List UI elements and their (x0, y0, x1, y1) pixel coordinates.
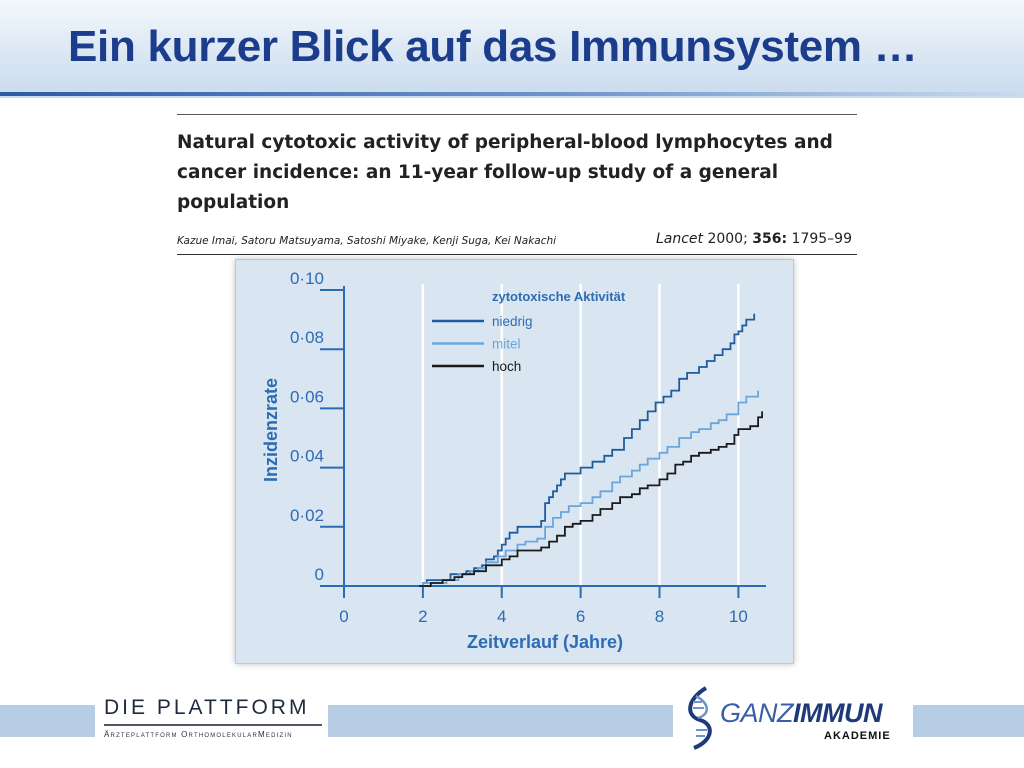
x-tick-label: 0 (339, 607, 348, 626)
x-axis-label: Zeitverlauf (Jahre) (467, 632, 623, 652)
y-axis-label: Inzidenzrate (261, 378, 281, 482)
y-tick-label: 0·10 (290, 269, 324, 288)
legend-label-niedrig: niedrig (492, 314, 533, 329)
paper-top-rule (177, 114, 857, 115)
citation-volume: 356: (752, 231, 787, 247)
footer-right-bar (913, 705, 1024, 737)
series-line-niedrig (419, 314, 754, 586)
x-tick-label: 2 (418, 607, 427, 626)
citation-year: 2000; (707, 231, 747, 247)
y-tick-label: 0·04 (290, 447, 324, 466)
legend-label-mitel: mitel (492, 337, 521, 352)
series-line-hoch (419, 411, 762, 586)
series-line-mitel (419, 391, 758, 586)
paper-bottom-rule (177, 254, 857, 255)
plattform-logo-subtitle: Ärzteplattform OrthomolekularMedizin (104, 730, 293, 739)
chart-frame: 0 0·02 0·04 0·06 0·08 0·10 0 2 4 6 8 10 niedrig mite… (235, 259, 794, 664)
title-underline (0, 92, 1024, 96)
x-tick-label: 8 (655, 607, 664, 626)
plattform-logo: DIE PLATTFORM Ärzteplattform Orthomoleku… (104, 696, 324, 746)
dna-helix-icon (684, 686, 718, 750)
legend-label-hoch: hoch (492, 359, 521, 374)
ganzimmun-logo-immun: IMMUN (793, 698, 882, 728)
x-tick-label: 4 (497, 607, 506, 626)
ganzimmun-logo-name: GANZIMMUN (720, 698, 882, 729)
x-tick-label: 10 (729, 607, 748, 626)
footer-middle-bar (328, 705, 673, 737)
x-tick-label: 6 (576, 607, 585, 626)
incidence-chart: 0 0·02 0·04 0·06 0·08 0·10 0 2 4 6 8 10 niedrig mite… (236, 260, 793, 663)
ganzimmun-logo: GANZIMMUN AKADEMIE (684, 686, 909, 750)
y-tick-label: 0 (315, 565, 324, 584)
ganzimmun-logo-subtitle: AKADEMIE (824, 730, 891, 742)
paper-authors: Kazue Imai, Satoru Matsuyama, Satoshi Mi… (177, 235, 556, 247)
ganzimmun-logo-ganz: GANZ (720, 698, 793, 728)
paper-citation: Lancet 2000; 356: 1795–99 (656, 231, 852, 247)
y-tick-label: 0·02 (290, 506, 324, 525)
y-tick-label: 0·08 (290, 328, 324, 347)
footer-left-bar (0, 705, 95, 737)
paper-title: Natural cytotoxic activity of peripheral… (177, 128, 857, 218)
citation-journal: Lancet (656, 231, 703, 247)
slide-title: Ein kurzer Blick auf das Immunsystem … (68, 22, 917, 72)
plattform-logo-rule (104, 724, 322, 726)
citation-pages: 1795–99 (792, 231, 852, 247)
y-tick-label: 0·06 (290, 387, 324, 406)
legend-title: zytotoxische Aktivität (492, 289, 626, 304)
plattform-logo-name: DIE PLATTFORM (104, 696, 309, 720)
